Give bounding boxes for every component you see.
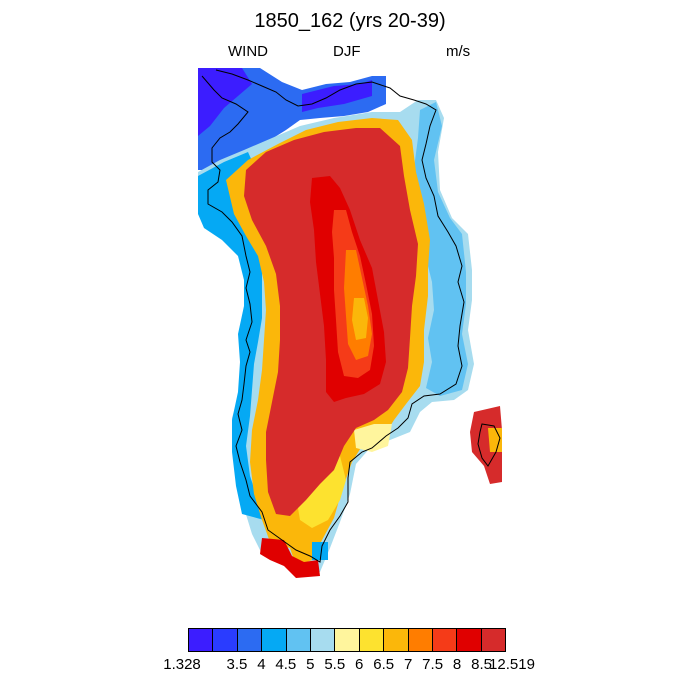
season-label: DJF (333, 43, 361, 60)
southern-tip-red (260, 538, 320, 578)
colorbar-segment (237, 629, 263, 651)
colorbar-label: 7.5 (422, 656, 444, 673)
units-label: m/s (446, 43, 471, 60)
south-pale-yellow (354, 424, 392, 452)
east-cyan-band (414, 102, 468, 396)
colorbar-segment (408, 629, 433, 651)
colorbar-label: 12.519 (489, 656, 535, 673)
interior-yellow-core (352, 298, 368, 340)
colorbar-label: 4.5 (275, 656, 297, 673)
colorbar-label: 4 (257, 656, 266, 673)
plot-title: 1850_162 (yrs 20-39) (254, 10, 446, 32)
colorbar-segment (384, 629, 409, 651)
colorbar-segment (481, 629, 506, 651)
colorbar-label: 5.5 (324, 656, 346, 673)
variable-label: WIND (228, 43, 268, 60)
colorbar-label: 3.5 (226, 656, 248, 673)
colorbar-label: 8.5 (471, 656, 492, 673)
north-deep-blue (302, 80, 372, 112)
colorbar-segment (189, 629, 214, 651)
colorbar-label: 6 (355, 656, 364, 673)
colorbar-label: 8 (452, 656, 462, 673)
colorbar-segment (335, 629, 360, 651)
colorbar-segment (213, 629, 238, 651)
colorbar-segment (262, 629, 287, 651)
coastline-southeast-island (477, 423, 501, 467)
coastline-outline (201, 69, 465, 563)
colorbar-segment (359, 629, 385, 651)
coastline (201, 69, 501, 563)
colorbar (188, 628, 506, 652)
colorbar-segment (310, 629, 336, 651)
colorbar-label: 5 (306, 656, 315, 673)
west-cyan-band (198, 152, 264, 520)
colorbar-label: 6.5 (373, 656, 395, 673)
southern-tip-cyan (312, 542, 328, 560)
colorbar-label: 7 (403, 656, 413, 673)
map-cells (198, 68, 502, 578)
colorbar-segment (457, 629, 482, 651)
colorbar-label: 1.328 (163, 656, 201, 673)
colorbar-segment (432, 629, 458, 651)
northwest-deep-blue (198, 68, 252, 136)
colorbar-segment (286, 629, 311, 651)
